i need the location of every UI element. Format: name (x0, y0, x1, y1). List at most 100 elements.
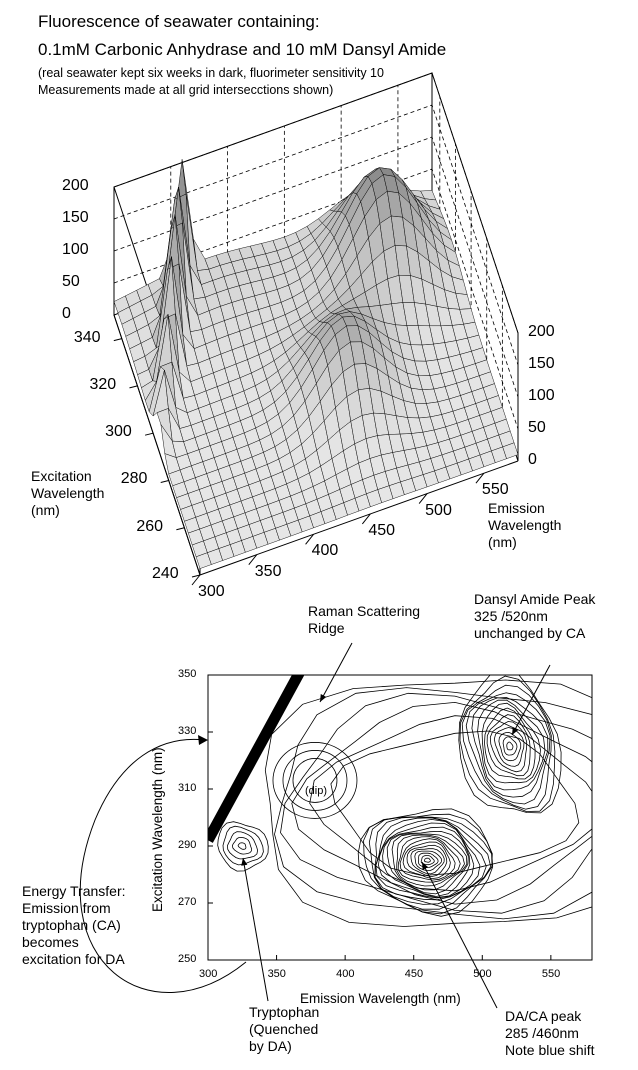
y-tick-mark-3d (160, 479, 169, 483)
z-tick-label-left: 150 (62, 209, 89, 226)
background-contour (264, 679, 592, 927)
z-tick-label-right: 100 (528, 387, 555, 404)
y-tick-label-3d: 280 (120, 470, 148, 488)
y-tick-mark-3d (176, 527, 185, 531)
z-tick-label-right: 200 (528, 323, 555, 340)
y-axis-label-2d: Excitation Wavelength (nm) (150, 747, 165, 912)
raman-arrow (319, 642, 353, 703)
surface-axis-line (199, 460, 519, 576)
chart-note-line-1: (real seawater kept six weeks in dark, f… (38, 66, 384, 80)
dansyl-arrow (511, 664, 551, 736)
da-ca-peak-annotation: DA/CA peak 285 /460nm Note blue shift (505, 1008, 595, 1058)
y-tick-label-3d: 340 (73, 328, 101, 346)
y-tick-label-2d: 290 (178, 839, 197, 851)
emission-axis-label-3d: Emission Wavelength (nm) (488, 500, 562, 550)
x-tick-label-2d: 450 (404, 968, 424, 980)
energy-transfer-arrow (79, 738, 247, 993)
y-tick-label-2d: 330 (178, 725, 197, 737)
background-contour (330, 730, 580, 876)
da-ca-peak-contour (377, 822, 475, 898)
da-ca-peak-contour (418, 852, 439, 868)
y-tick-mark-3d (191, 574, 201, 578)
y-tick-label-2d: 350 (178, 668, 197, 680)
y-tick-label-3d: 320 (89, 375, 117, 393)
chart-note-line-2: Measurements made at all grid intersecct… (38, 83, 334, 97)
da-ca-peak-contour (382, 826, 471, 897)
dansyl-peak-contour (477, 699, 546, 791)
x-tick-label-2d: 300 (199, 968, 218, 980)
background-contour (291, 701, 592, 905)
x-tick-label-3d: 550 (481, 481, 509, 499)
x-tick-mark-3d (418, 493, 428, 504)
energy-transfer-arrow-head (198, 735, 208, 745)
surface-level-gridline (113, 104, 519, 366)
chart-title-line-1: Fluorescence of seawater containing: (38, 12, 320, 31)
z-tick-label-left: 0 (62, 305, 71, 322)
surface-level-gridline (113, 72, 519, 334)
dansyl-peak-contour (459, 675, 556, 812)
y-tick-mark-3d (113, 338, 122, 342)
da-ca-arrow (421, 861, 498, 1009)
tryptophan-arrow (242, 857, 269, 1002)
da-ca-arrow-head (422, 862, 429, 870)
background-contour (274, 687, 592, 920)
x-tick-label-3d: 400 (311, 542, 339, 560)
surface-axis-line (113, 314, 201, 576)
da-ca-peak-contour (420, 855, 435, 866)
da-ca-peak-contour (374, 817, 487, 901)
da-ca-peak-contour (423, 857, 431, 863)
y-tick-label-3d: 240 (152, 565, 179, 582)
tryptophan-annotation: Tryptophan (Quenched by DA) (249, 1004, 320, 1054)
excitation-axis-label-3d: Excitation Wavelength (nm) (31, 468, 105, 518)
tryptophan-contour (217, 821, 269, 872)
dansyl-peak-contour (458, 675, 562, 814)
y-tick-label-3d: 260 (136, 517, 164, 535)
dansyl-peak-contour (486, 714, 531, 777)
raman-annotation: Raman Scattering Ridge (308, 603, 421, 636)
dansyl-peak-contour (506, 741, 514, 751)
dansyl-peak-contour (502, 736, 518, 756)
chart-title-line-2: 0.1mM Carbonic Anhydrase and 10 mM Dansy… (38, 40, 447, 59)
x-axis-label-2d: Emission Wavelength (nm) (300, 991, 461, 1006)
tryptophan-contour (227, 831, 259, 860)
y-tick-label-2d: 310 (178, 782, 197, 794)
z-tick-label-right: 0 (528, 451, 537, 468)
y-tick-mark-3d (144, 432, 154, 436)
dansyl-arrow-head (512, 727, 519, 735)
y-tick-label-2d: 250 (178, 953, 197, 965)
x-tick-label-3d: 500 (425, 501, 452, 519)
y-tick-label-3d: 300 (105, 423, 132, 441)
da-ca-peak-contour (406, 844, 448, 878)
raman-ridge (208, 675, 305, 843)
da-ca-peak-contour (410, 848, 445, 875)
z-tick-label-right: 50 (528, 419, 546, 436)
energy-transfer-annotation: Energy Transfer: Emission from tryptopha… (22, 883, 126, 967)
z-tick-label-right: 150 (528, 355, 555, 372)
tryptophan-contour (237, 842, 247, 850)
da-ca-peak-contour (386, 830, 469, 895)
da-ca-peak-contour (374, 816, 492, 905)
raman-arrow-head (320, 694, 327, 702)
surface-level-gridline (113, 136, 519, 398)
dansyl-peak-contour (471, 697, 549, 798)
da-ca-peak-contour (402, 841, 451, 880)
dip-annotation: (dip) (305, 785, 328, 797)
surface-level-gridline (113, 168, 519, 430)
tryptophan-contour (231, 836, 252, 855)
x-tick-label-2d: 550 (541, 968, 561, 980)
background-contour (280, 692, 592, 914)
da-ca-peak-contour (396, 834, 465, 887)
dip-contour (272, 742, 358, 819)
x-tick-label-2d: 400 (336, 968, 355, 980)
x-tick-mark-3d (191, 574, 201, 586)
x-tick-mark-3d (305, 533, 314, 545)
da-ca-peak-contour (397, 836, 461, 883)
dansyl-peak-contour (461, 684, 552, 810)
surface-cell (502, 442, 519, 459)
dansyl-peak-contour (481, 702, 541, 784)
x-tick-label-2d: 350 (267, 968, 286, 980)
background-contour (309, 715, 592, 892)
dip-contour (282, 750, 348, 811)
dansyl-peak-contour (484, 707, 536, 780)
